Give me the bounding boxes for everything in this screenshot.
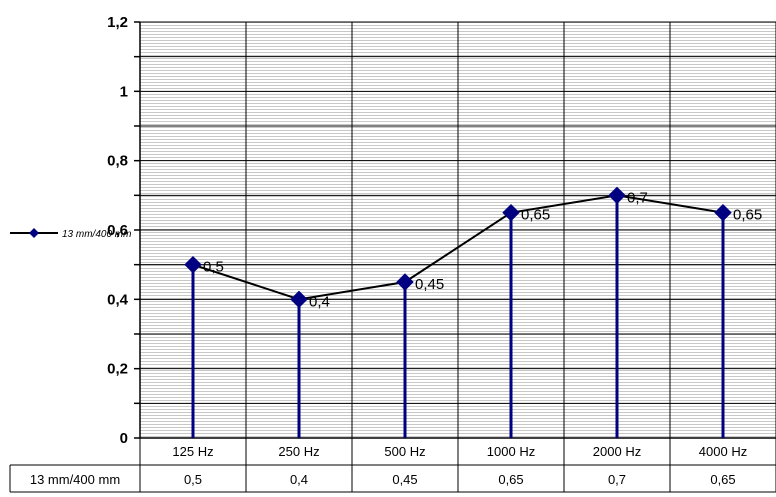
data-point-marker — [608, 186, 626, 205]
drop-lines — [191, 195, 725, 438]
data-label: 0,5 — [203, 259, 224, 276]
table-value-cell: 0,4 — [290, 472, 308, 487]
y-tick-label: 0,6 — [107, 222, 128, 239]
x-category-label: 2000 Hz — [593, 444, 641, 459]
y-tick-label: 0,8 — [107, 153, 128, 170]
data-point-marker — [184, 255, 202, 274]
x-category-label: 4000 Hz — [699, 444, 747, 459]
y-axis-tick-labels: 0 0,2 0,4 0,6 0,8 1 1,2 — [107, 14, 129, 447]
data-point-marker — [502, 203, 520, 222]
data-label: 0,45 — [415, 276, 444, 293]
data-point-marker — [396, 273, 414, 291]
table-value-cell: 0,5 — [184, 472, 202, 487]
gridlines — [140, 21, 776, 438]
y-tick-label: 0,4 — [107, 291, 129, 308]
x-category-label: 500 Hz — [384, 444, 425, 459]
data-point-marker — [714, 203, 732, 222]
data-labels: 0,5 0,4 0,45 0,65 0,7 0,65 — [203, 189, 762, 310]
legend-marker — [29, 228, 39, 238]
data-label: 0,4 — [309, 293, 330, 310]
series-13mm-400mm — [184, 186, 732, 309]
table-value-cell: 0,65 — [498, 472, 523, 487]
data-table: 125 Hz 250 Hz 500 Hz 1000 Hz 2000 Hz 4000 Hz 1… — [9, 438, 776, 493]
x-category-label: 1000 Hz — [487, 444, 535, 459]
table-value-cell: 0,7 — [608, 472, 626, 487]
y-tick-label: 0,2 — [107, 361, 128, 378]
y-tick-label: 1,2 — [107, 14, 128, 31]
table-value-cell: 0,45 — [392, 472, 417, 487]
legend-label: 13 mm/400 mm — [62, 229, 131, 240]
table-series-name: 13 mm/400 mm — [30, 472, 120, 487]
data-label: 0,65 — [521, 207, 550, 224]
legend: 13 mm/400 mm — [10, 228, 131, 240]
table-value-cell: 0,65 — [710, 472, 735, 487]
data-label: 0,65 — [733, 207, 762, 224]
y-tick-label: 0 — [120, 430, 128, 447]
y-tick-label: 1 — [120, 83, 128, 100]
x-category-label: 125 Hz — [172, 444, 213, 459]
data-point-marker — [290, 290, 308, 309]
x-category-label: 250 Hz — [278, 444, 319, 459]
series-line — [192, 194, 724, 301]
data-label: 0,7 — [627, 189, 648, 206]
